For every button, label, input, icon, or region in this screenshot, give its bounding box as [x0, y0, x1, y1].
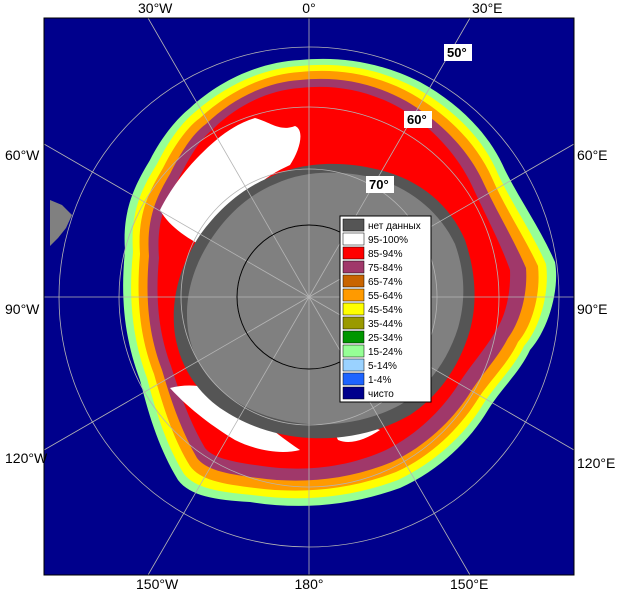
lon-label-120w: 120°W	[5, 450, 48, 466]
lon-label-180: 180°	[295, 576, 324, 592]
lon-label-90w: 90°W	[5, 301, 40, 317]
legend-label: 25-34%	[368, 333, 403, 344]
lat-label-70: 70°	[369, 177, 389, 192]
legend-label: 85-94%	[368, 249, 403, 260]
meridian-120w	[43, 296, 310, 451]
legend-label: нет данных	[368, 221, 421, 232]
legend-label: 95-100%	[368, 235, 408, 246]
lon-label-60w: 60°W	[5, 147, 40, 163]
legend-label: 15-24%	[368, 347, 403, 358]
meridian-60w	[43, 143, 310, 298]
ice-95-100-ross	[170, 385, 300, 452]
lat-label-70-box: 70°	[366, 176, 394, 193]
lon-label-90e: 90°E	[577, 301, 608, 317]
legend-label: 35-44%	[368, 319, 403, 330]
legend-label: 1-4%	[368, 375, 391, 386]
legend-swatch	[342, 386, 365, 400]
legend-label: 5-14%	[368, 361, 397, 372]
legend-swatch	[342, 358, 365, 372]
legend-label: 75-84%	[368, 263, 403, 274]
lon-label-30e: 30°E	[472, 0, 503, 16]
south-america-land	[50, 200, 72, 246]
legend-swatch	[342, 330, 365, 344]
legend-label: 45-54%	[368, 305, 403, 316]
legend-swatch	[342, 246, 365, 260]
lon-label-60e: 60°E	[577, 147, 608, 163]
meridian-150w	[147, 296, 310, 576]
lon-label-30w: 30°W	[138, 0, 173, 16]
legend: нет данных 95-100% 85-94% 75-84% 65-74% 55-64…	[339, 215, 432, 403]
lon-label-0: 0°	[302, 0, 315, 16]
legend-swatch	[342, 316, 365, 330]
graticule	[43, 17, 575, 576]
legend-swatch	[342, 302, 365, 316]
legend-label: 65-74%	[368, 277, 403, 288]
legend-swatch	[342, 218, 365, 232]
lon-label-150w: 150°W	[136, 576, 179, 592]
legend-label: 55-64%	[368, 291, 403, 302]
lon-label-120e: 120°E	[577, 455, 615, 471]
lat-label-60-box: 60°	[404, 111, 432, 128]
legend-label: чисто	[368, 389, 394, 400]
legend-swatch	[342, 344, 365, 358]
legend-swatch	[342, 372, 365, 386]
lat-label-50: 50°	[447, 45, 467, 60]
lat-label-60: 60°	[407, 112, 427, 127]
map-border	[43, 17, 575, 576]
legend-swatch	[342, 260, 365, 274]
meridian-30e	[308, 17, 471, 298]
legend-swatch	[342, 232, 365, 246]
ice-95-100-weddell	[160, 118, 301, 252]
lon-label-150e: 150°E	[450, 576, 488, 592]
meridian-150e	[308, 296, 471, 576]
legend-swatch	[342, 274, 365, 288]
meridian-30w	[147, 17, 310, 298]
lat-label-50-box: 50°	[444, 44, 472, 61]
legend-swatch	[342, 288, 365, 302]
